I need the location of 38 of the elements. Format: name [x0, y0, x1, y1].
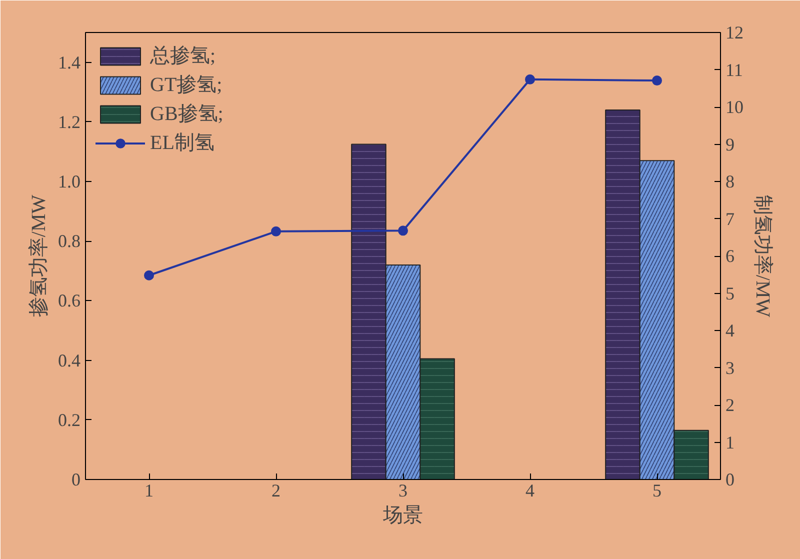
point	[525, 74, 535, 84]
y2-tick-label: 5	[726, 283, 734, 304]
y-tick-label: 0.8	[58, 231, 80, 252]
point	[271, 226, 281, 236]
legend-label: GB掺氢;	[150, 102, 224, 127]
y2-tick-label: 8	[726, 172, 734, 192]
y2-tick-label: 9	[726, 134, 734, 154]
y-tick-label: 0.4	[58, 350, 80, 370]
legend-label: EL制氢	[150, 131, 214, 156]
y2-tick-label: 10	[726, 97, 744, 117]
y-axis-title: 掺氢功率/MW	[28, 194, 50, 318]
y2-tick-label: 12	[726, 22, 744, 42]
y2-tick-label: 11	[726, 60, 743, 80]
y2-tick-label: 3	[726, 358, 734, 378]
y-tick-label: 1.2	[58, 112, 80, 132]
point	[144, 270, 154, 280]
y-tick-label: 1.0	[58, 172, 80, 192]
y2-tick-label: 7	[726, 208, 734, 229]
y-tick-label: 0.6	[58, 290, 80, 311]
point	[398, 226, 408, 236]
x-tick-label: 1	[144, 480, 154, 500]
y2-tick-label: 0	[726, 470, 734, 490]
y-tick-label: 1.4	[58, 52, 80, 72]
y-tick-label: 0	[72, 470, 80, 490]
y2-tick-label: 4	[726, 320, 734, 340]
y2-tick-label: 1	[726, 432, 734, 452]
x-tick-label: 5	[652, 480, 662, 500]
y-tick-label: 0.2	[58, 410, 80, 430]
x-tick-label: 4	[526, 480, 534, 500]
x-axis-title: 场景	[382, 504, 423, 526]
y2-axis-title: 制氢功率/MW	[752, 194, 774, 318]
y2-tick-label: 6	[726, 246, 734, 266]
x-tick-label: 2	[272, 480, 280, 500]
legend-label: 总掺氢;	[150, 44, 216, 69]
point	[652, 76, 662, 86]
y2-tick-label: 2	[726, 395, 734, 415]
x-tick-label: 3	[398, 480, 408, 500]
legend-label: GT掺氢;	[150, 73, 222, 98]
